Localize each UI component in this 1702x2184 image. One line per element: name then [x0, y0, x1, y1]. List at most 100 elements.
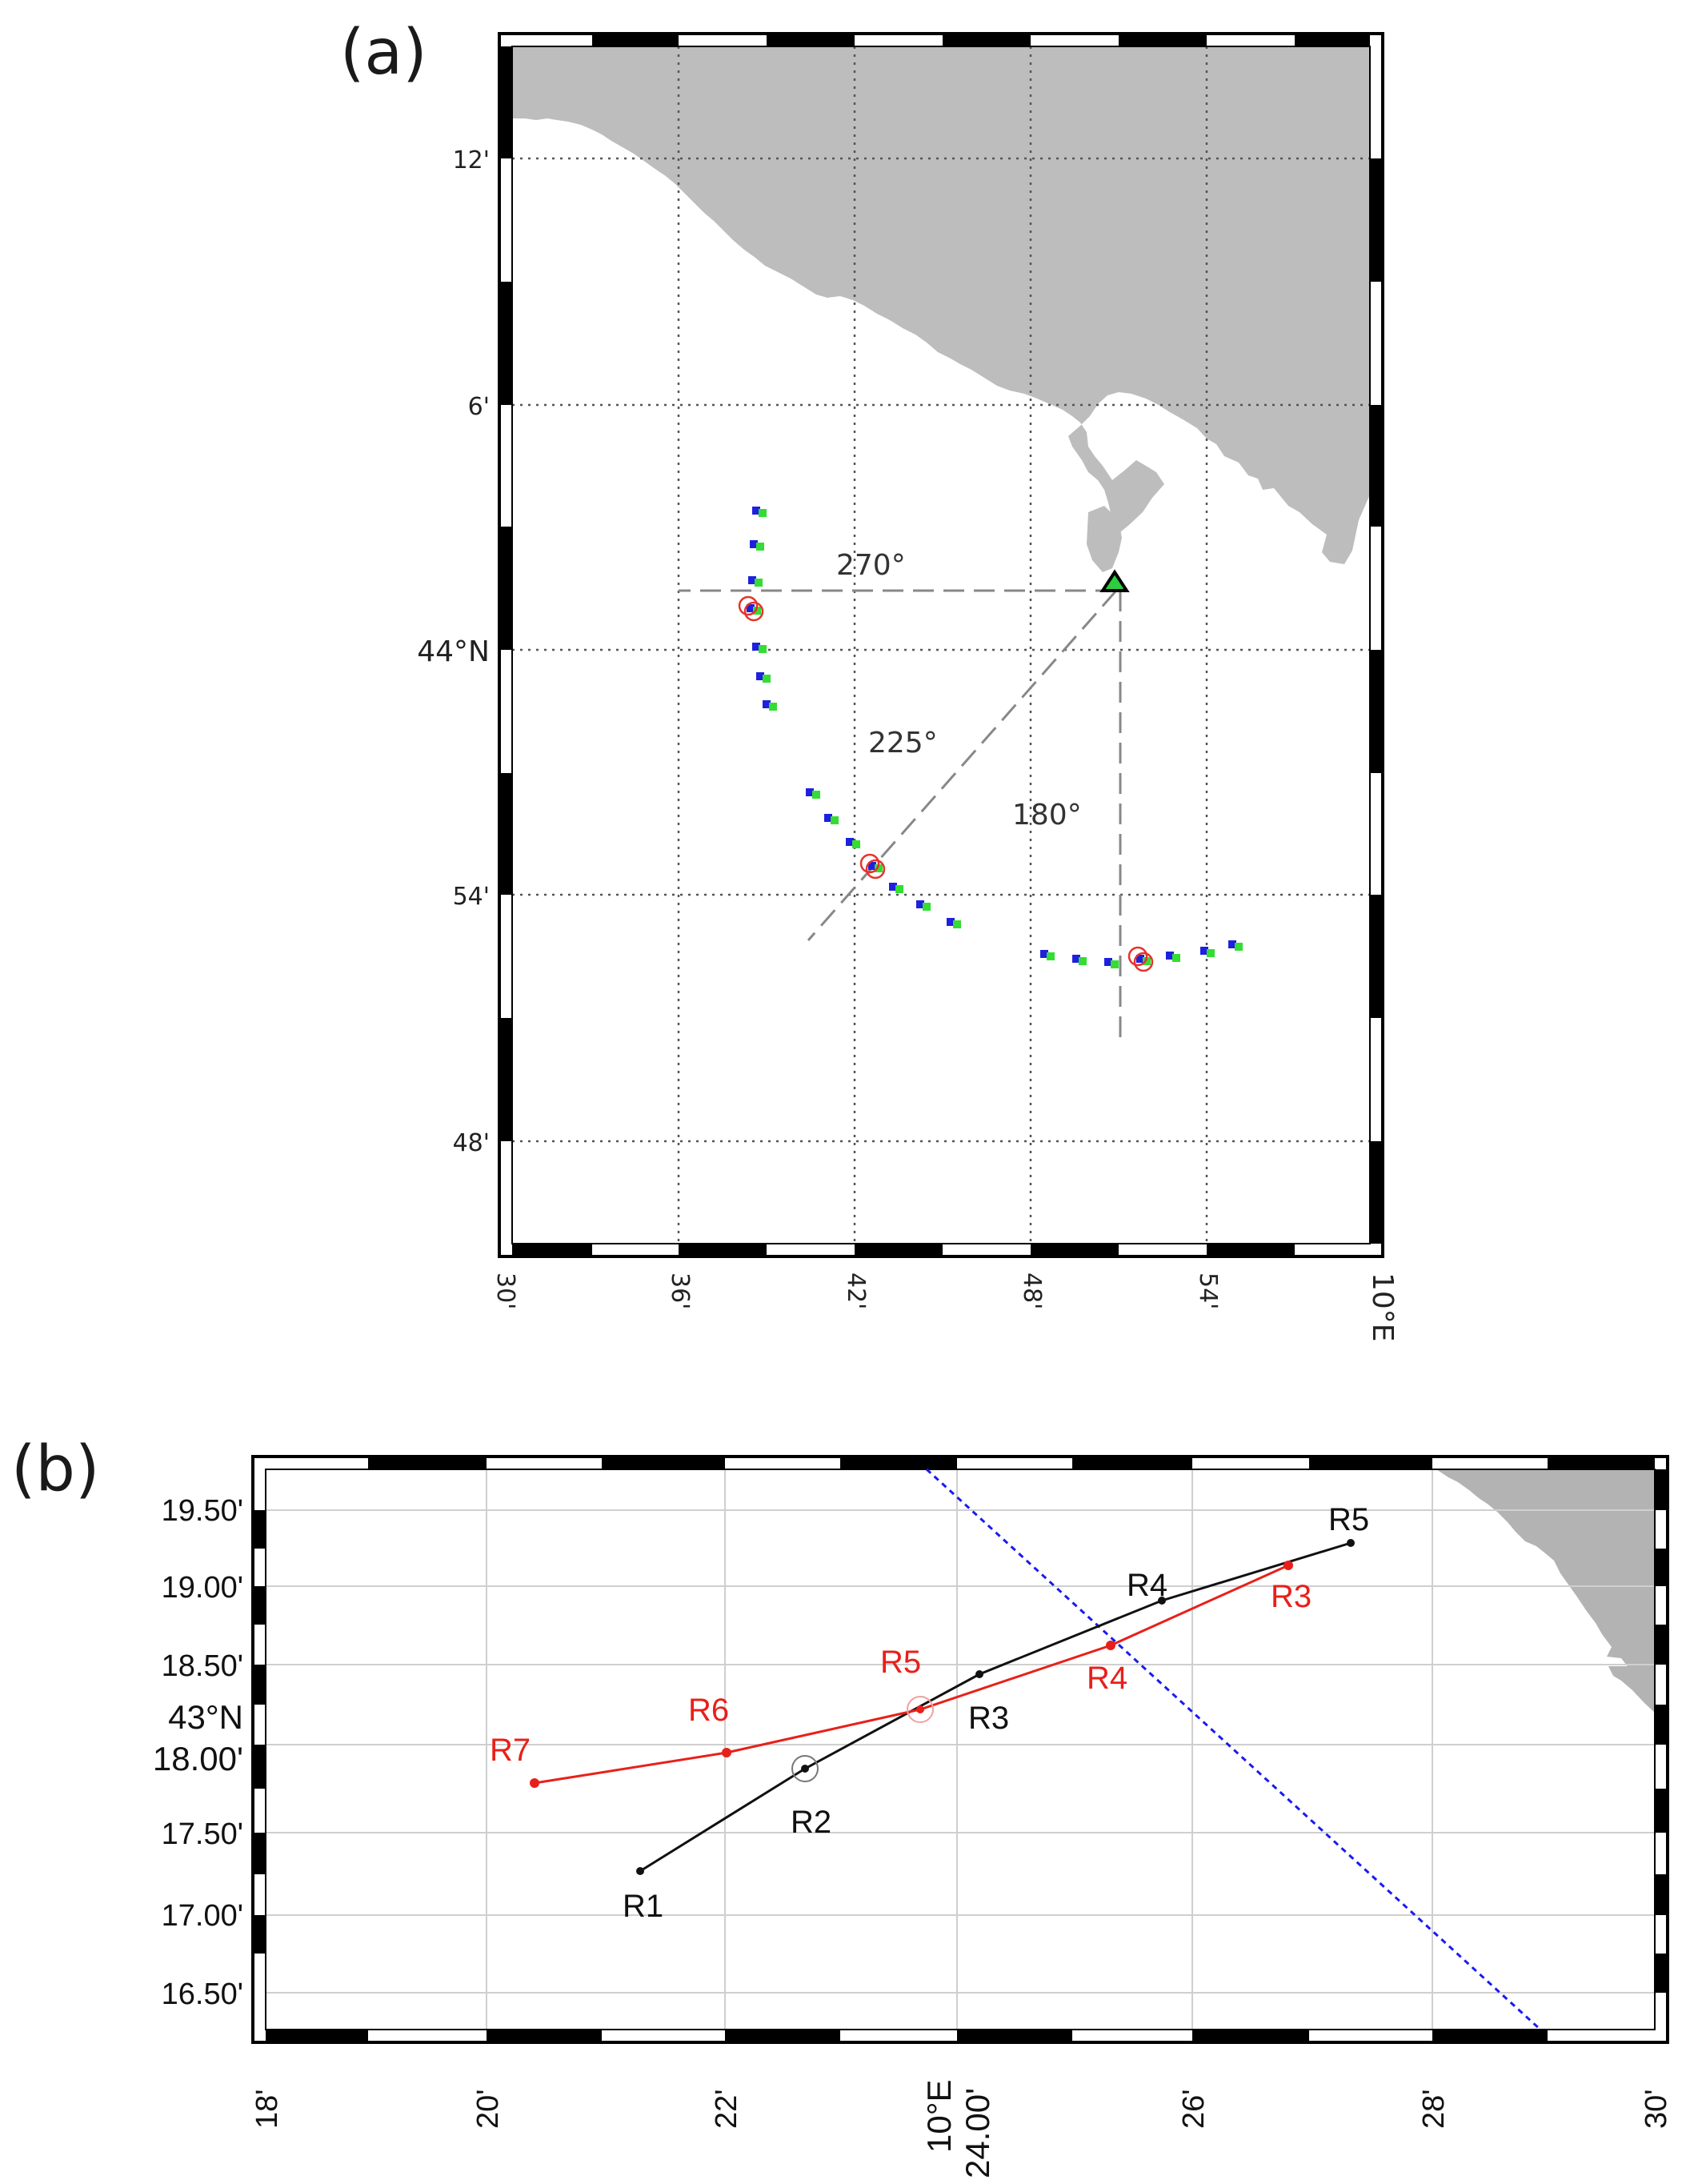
- lat-tick: 44°N: [417, 635, 490, 668]
- panel-b-dashed-line: [925, 1468, 1542, 2031]
- black-label-r2: R2: [791, 1805, 831, 1840]
- lat-tick: 54': [453, 883, 490, 911]
- blue-marker: [947, 918, 955, 926]
- blue-marker: [916, 900, 924, 908]
- red-label-r7: R7: [490, 1733, 531, 1768]
- panel-a-guide-lines: [679, 589, 1122, 1044]
- green-marker: [1143, 957, 1151, 965]
- green-marker: [812, 791, 820, 799]
- panel-b-islet: [1608, 1666, 1655, 1713]
- bearing-225-line: [807, 590, 1118, 941]
- lat-tick: 6': [468, 393, 490, 421]
- selected-ring: [1127, 946, 1148, 967]
- blue-marker: [1200, 947, 1208, 955]
- red-track-point-r5: [916, 1705, 924, 1713]
- lon-tick: 26': [1177, 2089, 1211, 2129]
- blue-marker: [1104, 958, 1112, 966]
- panel-b-label: (b): [11, 1433, 99, 1505]
- red-track-point-r7: [530, 1778, 539, 1788]
- red-track-highlight-r5: [907, 1696, 934, 1723]
- green-marker: [756, 543, 764, 551]
- selected-ring: [1133, 952, 1154, 972]
- black-track-labels: R1 R2 R3 R4 R5: [623, 1502, 1369, 1924]
- black-track-point-r4: [1158, 1597, 1166, 1605]
- red-track-point-r3: [1284, 1561, 1293, 1570]
- panel-b-grid: [266, 1469, 1655, 2030]
- green-marker: [763, 675, 771, 683]
- blue-marker: [824, 814, 832, 822]
- black-label-r5: R5: [1328, 1502, 1369, 1537]
- blue-marker: [889, 883, 897, 891]
- lat-tick: 16.50': [162, 1978, 243, 2011]
- blue-marker: [1166, 952, 1174, 960]
- blue-marker: [750, 540, 758, 548]
- angle-label-225: 225°: [868, 727, 938, 759]
- station-marker: [1099, 569, 1130, 592]
- green-marker: [1207, 949, 1215, 957]
- panel-b-lat-ticks: 19.50' 19.00' 18.50' 43°N 18.00' 17.50' …: [153, 1494, 243, 2011]
- green-marker: [753, 607, 761, 615]
- angle-label-180: 180°: [1012, 799, 1082, 832]
- lat-tick: 43°N: [168, 1698, 243, 1736]
- red-label-r3: R3: [1271, 1579, 1312, 1614]
- blue-marker: [1228, 940, 1236, 948]
- lon-tick: 48': [1018, 1272, 1046, 1309]
- red-track-point-r6: [722, 1748, 731, 1757]
- lon-tick: 36': [666, 1272, 694, 1309]
- lat-tick: 12': [453, 146, 490, 174]
- lat-tick: 19.50': [162, 1494, 243, 1528]
- green-marker: [1111, 960, 1119, 968]
- panel-a-cape: [1087, 506, 1122, 572]
- black-track: [636, 1539, 1355, 1875]
- panel-a: (a): [340, 17, 1399, 1342]
- red-label-r4: R4: [1087, 1661, 1127, 1696]
- lon-tick: 18': [250, 2089, 284, 2129]
- blue-marker: [752, 643, 760, 651]
- green-marker: [895, 885, 903, 893]
- panel-a-frame: [498, 32, 1384, 1258]
- blue-marker: [868, 862, 876, 870]
- blue-marker: [763, 700, 771, 708]
- black-track-point-r2: [801, 1765, 809, 1773]
- panel-a-lon-ticks: 30' 36' 42' 48' 54' 10°E: [491, 1272, 1399, 1342]
- blue-marker: [747, 604, 755, 612]
- panel-a-land: [512, 46, 1370, 564]
- panel-b-frame: [251, 1455, 1669, 2044]
- lat-tick: 18.50': [162, 1649, 243, 1683]
- panel-a-lat-ticks: 12' 6' 44°N 54' 48': [417, 146, 490, 1157]
- green-marker: [759, 645, 767, 653]
- red-label-r5: R5: [880, 1645, 921, 1680]
- panel-a-markers: [738, 507, 1243, 972]
- green-marker: [759, 509, 767, 517]
- lon-tick: 10°E: [920, 2079, 958, 2153]
- red-track-labels: R7 R6 R5 R4 R3: [490, 1579, 1312, 1768]
- blue-marker: [806, 788, 814, 796]
- panel-b: (b): [11, 1433, 1673, 2178]
- black-track-point-r1: [636, 1867, 644, 1875]
- lat-tick: 18.00': [153, 1740, 243, 1777]
- green-marker: [953, 920, 961, 928]
- lon-tick: 30': [1640, 2089, 1673, 2129]
- blue-marker: [748, 576, 756, 584]
- green-marker: [1235, 943, 1243, 951]
- green-marker: [875, 864, 883, 872]
- green-marker: [1172, 954, 1180, 962]
- blue-marker: [1072, 955, 1080, 963]
- selected-ring: [738, 595, 759, 616]
- blue-marker: [1040, 950, 1048, 958]
- lon-tick: 54': [1194, 1272, 1222, 1309]
- red-track: [530, 1561, 1293, 1788]
- lat-tick: 17.50': [162, 1817, 243, 1851]
- lon-tick: 28': [1417, 2089, 1451, 2129]
- black-track-point-r3: [975, 1670, 983, 1678]
- red-label-r6: R6: [688, 1693, 729, 1728]
- lat-tick: 17.00': [162, 1899, 243, 1933]
- blue-marker: [846, 838, 854, 846]
- green-marker: [831, 816, 839, 824]
- lon-tick: 30': [491, 1272, 519, 1309]
- black-label-r3: R3: [968, 1701, 1009, 1736]
- blue-marker: [756, 672, 764, 680]
- green-marker: [769, 703, 777, 711]
- selected-ring: [865, 859, 886, 880]
- lat-tick: 48': [453, 1129, 490, 1157]
